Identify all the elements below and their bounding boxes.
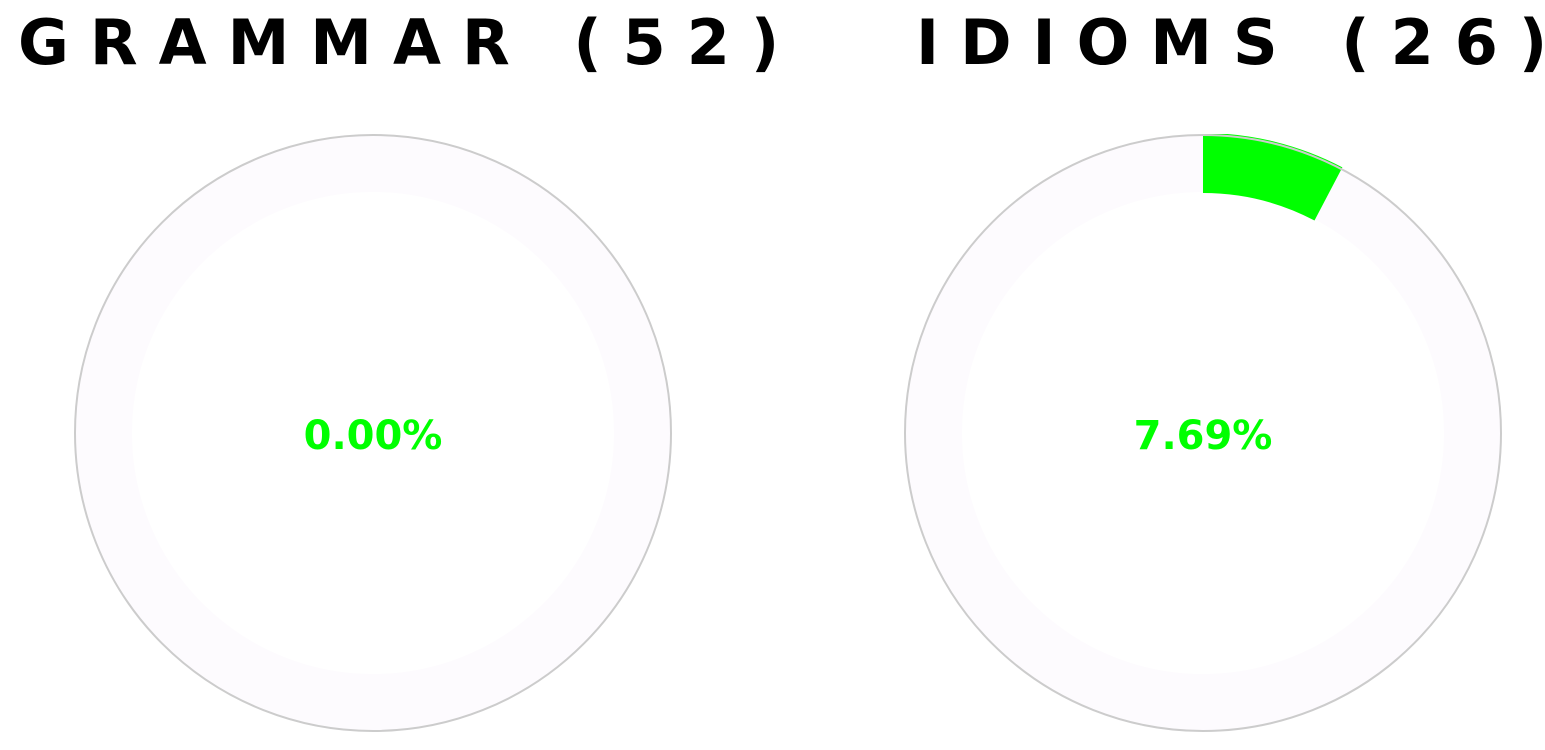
ring-outline	[904, 134, 1502, 732]
progress-ring-svg-grammar	[74, 134, 672, 732]
progress-percent-idioms: 7.69%	[1133, 413, 1273, 459]
progress-ring-grammar: 0.00%	[74, 134, 672, 732]
category-title-idioms: IDIOMS (26)	[916, 6, 1545, 79]
progress-percent-grammar: 0.00%	[303, 413, 443, 459]
category-title-grammar: GRAMMAR (52)	[18, 6, 801, 79]
ring-progress-arc	[1202, 134, 1343, 221]
progress-ring-svg-idioms	[904, 134, 1502, 732]
progress-ring-idioms: 7.69%	[904, 134, 1502, 732]
ring-track	[74, 134, 672, 732]
ring-outline	[74, 134, 672, 732]
